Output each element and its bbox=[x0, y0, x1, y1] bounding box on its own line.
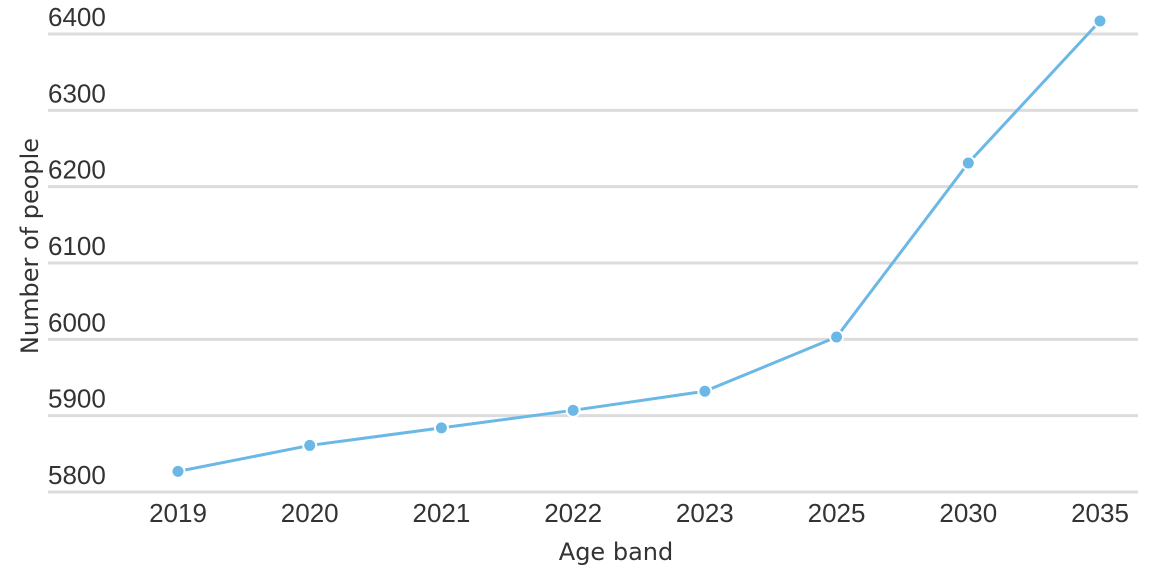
x-tick-label-2020: 2020 bbox=[281, 498, 339, 528]
x-tick-label-2021: 2021 bbox=[413, 498, 471, 528]
data-point-2021[interactable] bbox=[433, 420, 449, 436]
y-tick-label-6200: 6200 bbox=[48, 155, 106, 185]
x-tick-label-2035: 2035 bbox=[1071, 498, 1129, 528]
data-point-2030[interactable] bbox=[960, 155, 976, 171]
y-tick-label-5800: 5800 bbox=[48, 460, 106, 490]
series-line-0 bbox=[176, 19, 1102, 473]
gridlines bbox=[48, 32, 1138, 494]
y-tick-label-5900: 5900 bbox=[48, 384, 106, 414]
data-point-2022[interactable] bbox=[565, 402, 581, 418]
data-point-2025[interactable] bbox=[829, 329, 845, 345]
x-tick-label-2025: 2025 bbox=[808, 498, 866, 528]
y-tick-label-6100: 6100 bbox=[48, 231, 106, 261]
x-tick-label-2019: 2019 bbox=[149, 498, 207, 528]
series-layer bbox=[170, 13, 1108, 479]
y-axis-title: Number of people bbox=[16, 138, 44, 354]
data-point-2035[interactable] bbox=[1092, 13, 1108, 29]
x-tick-label-2022: 2022 bbox=[544, 498, 602, 528]
x-tick-label-2023: 2023 bbox=[676, 498, 734, 528]
y-axis-ticks: 5800 5900 6000 6100 6200 6300 6400 bbox=[48, 2, 106, 490]
x-tick-label-2030: 2030 bbox=[939, 498, 997, 528]
x-axis-title: Age band bbox=[559, 538, 673, 566]
x-axis-ticks: 2019 2020 2021 2022 2023 2025 2030 2035 bbox=[149, 498, 1129, 528]
data-point-2019[interactable] bbox=[170, 463, 186, 479]
y-tick-label-6000: 6000 bbox=[48, 307, 106, 337]
y-tick-label-6300: 6300 bbox=[48, 78, 106, 108]
data-point-2023[interactable] bbox=[697, 383, 713, 399]
data-point-2020[interactable] bbox=[302, 437, 318, 453]
y-tick-label-6400: 6400 bbox=[48, 2, 106, 32]
